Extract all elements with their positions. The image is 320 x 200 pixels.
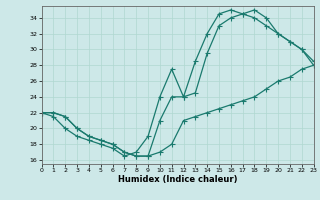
X-axis label: Humidex (Indice chaleur): Humidex (Indice chaleur) xyxy=(118,175,237,184)
